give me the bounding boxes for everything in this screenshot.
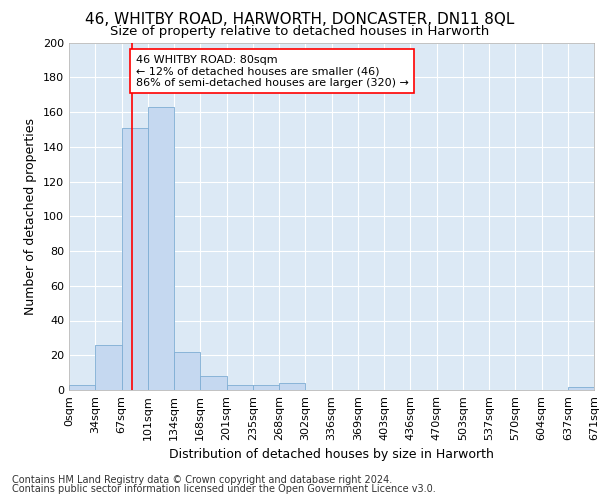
Bar: [121, 128, 148, 390]
Bar: [69, 385, 95, 390]
Bar: [279, 383, 305, 390]
Y-axis label: Number of detached properties: Number of detached properties: [25, 118, 37, 315]
Text: Contains public sector information licensed under the Open Government Licence v3: Contains public sector information licen…: [12, 484, 436, 494]
X-axis label: Distribution of detached houses by size in Harworth: Distribution of detached houses by size …: [169, 448, 494, 461]
Bar: [253, 385, 279, 390]
Bar: [200, 376, 227, 390]
Bar: [174, 352, 200, 390]
Bar: [227, 385, 253, 390]
Bar: [148, 107, 174, 390]
Text: Contains HM Land Registry data © Crown copyright and database right 2024.: Contains HM Land Registry data © Crown c…: [12, 475, 392, 485]
Text: 46 WHITBY ROAD: 80sqm
← 12% of detached houses are smaller (46)
86% of semi-deta: 46 WHITBY ROAD: 80sqm ← 12% of detached …: [136, 54, 409, 88]
Text: Size of property relative to detached houses in Harworth: Size of property relative to detached ho…: [110, 25, 490, 38]
Text: 46, WHITBY ROAD, HARWORTH, DONCASTER, DN11 8QL: 46, WHITBY ROAD, HARWORTH, DONCASTER, DN…: [85, 12, 515, 28]
Bar: [95, 345, 121, 390]
Bar: [568, 386, 594, 390]
